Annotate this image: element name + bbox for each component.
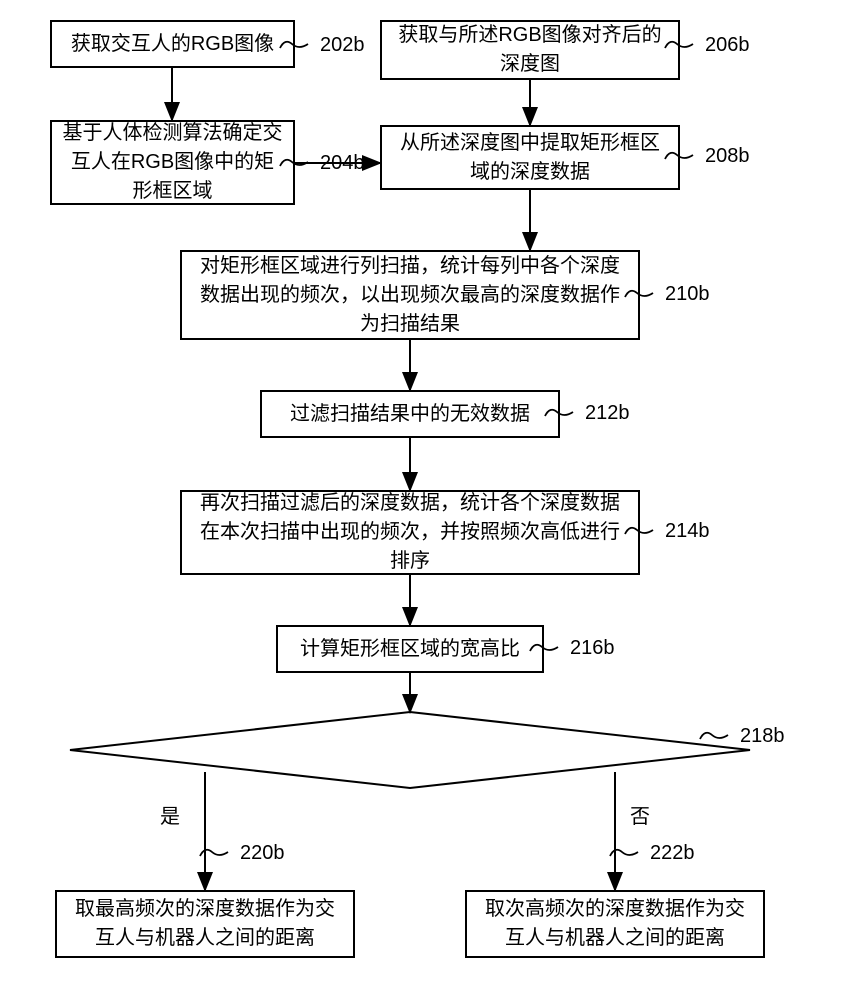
- flowchart-node-n222b: 取次高频次的深度数据作为交互人与机器人之间的距离: [465, 890, 765, 958]
- node-text: 基于人体检测算法确定交互人在RGB图像中的矩形框区域: [62, 119, 283, 206]
- node-text: 计算矩形框区域的宽高比: [300, 635, 520, 664]
- branch-label-no: 否: [630, 800, 650, 829]
- node-text: 获取与所述RGB图像对齐后的深度图: [392, 21, 668, 79]
- node-text: 取次高频次的深度数据作为交互人与机器人之间的距离: [477, 895, 753, 953]
- node-label-n210b: 210b: [665, 283, 710, 306]
- node-label-n216b: 216b: [570, 637, 615, 660]
- node-label-n204b: 204b: [320, 152, 365, 175]
- node-text: 过滤扫描结果中的无效数据: [290, 400, 530, 429]
- diamond-text-n218b: 判断计算得到的宽高比是否满足正常宽高比: [70, 736, 750, 763]
- node-text: 对矩形框区域进行列扫描，统计每列中各个深度数据出现的频次，以出现频次最高的深度数…: [192, 252, 628, 339]
- node-text: 取最高频次的深度数据作为交互人与机器人之间的距离: [67, 895, 343, 953]
- flowchart-node-n216b: 计算矩形框区域的宽高比: [276, 625, 544, 673]
- flowchart-node-n212b: 过滤扫描结果中的无效数据: [260, 390, 560, 438]
- tilde-connector: [200, 850, 228, 856]
- node-label-n222b: 222b: [650, 842, 695, 865]
- branch-label-yes: 是: [160, 800, 180, 829]
- flowchart-node-n220b: 取最高频次的深度数据作为交互人与机器人之间的距离: [55, 890, 355, 958]
- node-label-n212b: 212b: [585, 402, 630, 425]
- node-label-n220b: 220b: [240, 842, 285, 865]
- node-text: 获取交互人的RGB图像: [71, 30, 274, 59]
- node-label-n214b: 214b: [665, 520, 710, 543]
- flowchart-node-n210b: 对矩形框区域进行列扫描，统计每列中各个深度数据出现的频次，以出现频次最高的深度数…: [180, 250, 640, 340]
- node-label-n206b: 206b: [705, 34, 750, 57]
- tilde-connector: [610, 850, 638, 856]
- node-label-n218b: 218b: [740, 725, 785, 748]
- diamond-text-span: 判断计算得到的宽高比是否满足正常宽高比: [229, 741, 590, 762]
- flowchart-node-n204b: 基于人体检测算法确定交互人在RGB图像中的矩形框区域: [50, 120, 295, 205]
- flowchart-node-n208b: 从所述深度图中提取矩形框区域的深度数据: [380, 125, 680, 190]
- node-label-n202b: 202b: [320, 34, 365, 57]
- node-text: 从所述深度图中提取矩形框区域的深度数据: [392, 129, 668, 187]
- node-text: 再次扫描过滤后的深度数据，统计各个深度数据在本次扫描中出现的频次，并按照频次高低…: [192, 489, 628, 576]
- node-label-n208b: 208b: [705, 145, 750, 168]
- flowchart-node-n206b: 获取与所述RGB图像对齐后的深度图: [380, 20, 680, 80]
- flowchart-node-n202b: 获取交互人的RGB图像: [50, 20, 295, 68]
- flowchart-node-n214b: 再次扫描过滤后的深度数据，统计各个深度数据在本次扫描中出现的频次，并按照频次高低…: [180, 490, 640, 575]
